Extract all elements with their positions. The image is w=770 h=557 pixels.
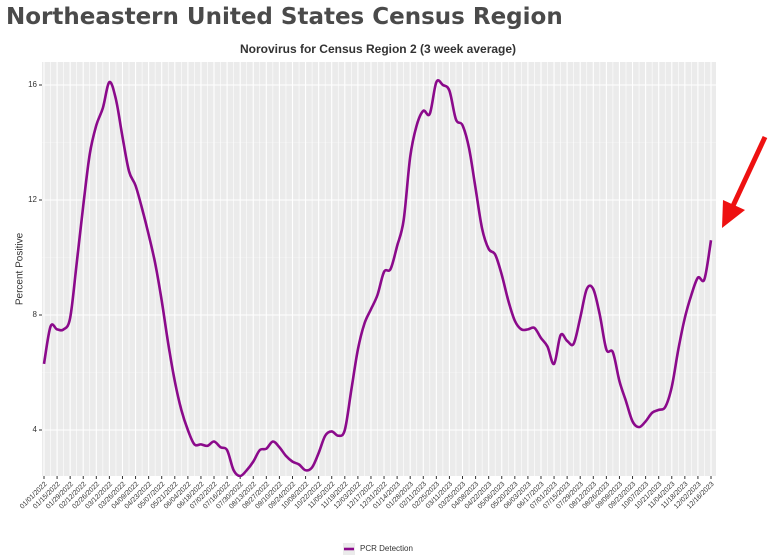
y-tick-label: 4 xyxy=(33,425,38,434)
y-axis-label: Percent Positive xyxy=(15,232,26,305)
annotation-arrow xyxy=(722,135,768,228)
data-line xyxy=(42,79,713,478)
legend-label: PCR Detection xyxy=(360,544,413,553)
plot-background xyxy=(42,62,716,476)
y-tick-label: 16 xyxy=(28,80,37,89)
page-heading: Northeastern United States Census Region xyxy=(6,4,563,30)
y-tick-label: 12 xyxy=(28,195,37,204)
chart-title: Norovirus for Census Region 2 (3 week av… xyxy=(240,42,516,56)
y-tick-label: 8 xyxy=(33,310,38,319)
